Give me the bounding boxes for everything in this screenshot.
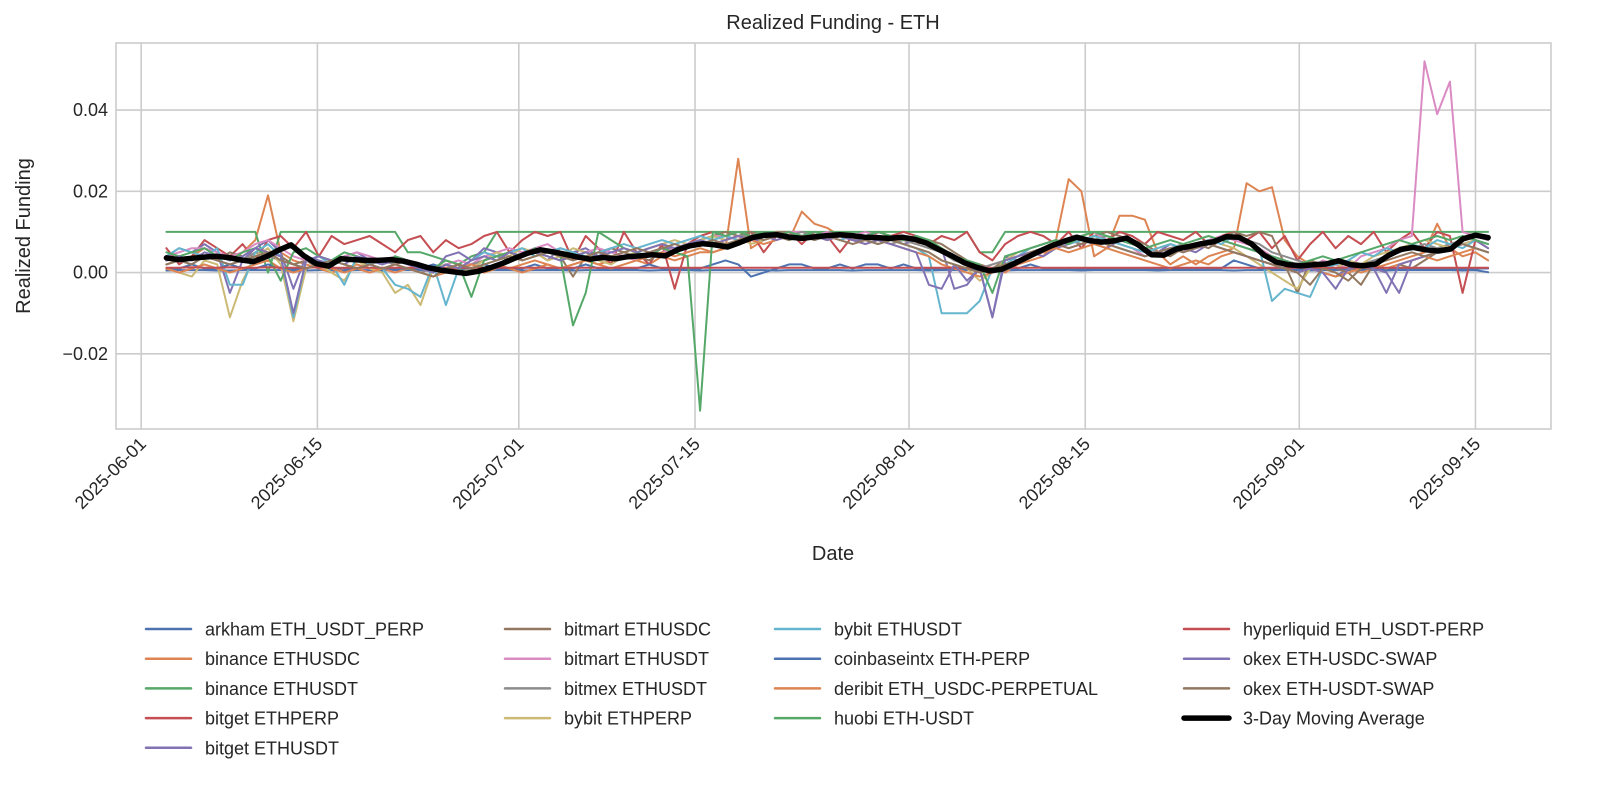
legend-label: okex ETH-USDC-SWAP <box>1243 649 1437 669</box>
legend-label: bybit ETHPERP <box>564 709 692 729</box>
y-axis-ticks: 0.04 0.02 0.00 −0.02 <box>62 100 108 364</box>
y-tick-label: 0.00 <box>73 263 108 283</box>
legend-label: bybit ETHUSDT <box>834 620 962 640</box>
legend-label: arkham ETH_USDT_PERP <box>205 620 424 641</box>
legend-label: hyperliquid ETH_USDT-PERP <box>1243 620 1484 641</box>
x-axis-title: Date <box>812 543 854 565</box>
series-line-1 <box>165 157 1490 274</box>
legend-label: bitget ETHPERP <box>205 709 339 729</box>
legend-label: bitget ETHUSDT <box>205 738 339 758</box>
y-tick-label: 0.04 <box>73 100 108 120</box>
legend-label: okex ETH-USDT-SWAP <box>1243 679 1434 699</box>
legend-label: bitmex ETHUSDT <box>564 679 707 699</box>
moving-average-line <box>163 232 1491 277</box>
legend-label: coinbaseintx ETH-PERP <box>834 649 1030 669</box>
y-tick-label: −0.02 <box>62 344 108 364</box>
legend-label: 3-Day Moving Average <box>1243 709 1425 729</box>
data-series <box>163 60 1491 412</box>
legend-label: huobi ETH-USDT <box>834 709 974 729</box>
gridlines <box>116 43 1551 429</box>
legend-label: bitmart ETHUSDT <box>564 649 709 669</box>
y-axis-title: Realized Funding <box>13 158 35 314</box>
legend-label: deribit ETH_USDC-PERPETUAL <box>834 679 1098 700</box>
chart-title: Realized Funding - ETH <box>726 12 939 34</box>
plot-frame <box>115 42 1552 430</box>
legend-label: bitmart ETHUSDC <box>564 620 711 640</box>
legend-label: binance ETHUSDT <box>205 679 358 699</box>
y-tick-label: 0.02 <box>73 181 108 201</box>
legend-label: binance ETHUSDC <box>205 649 360 669</box>
